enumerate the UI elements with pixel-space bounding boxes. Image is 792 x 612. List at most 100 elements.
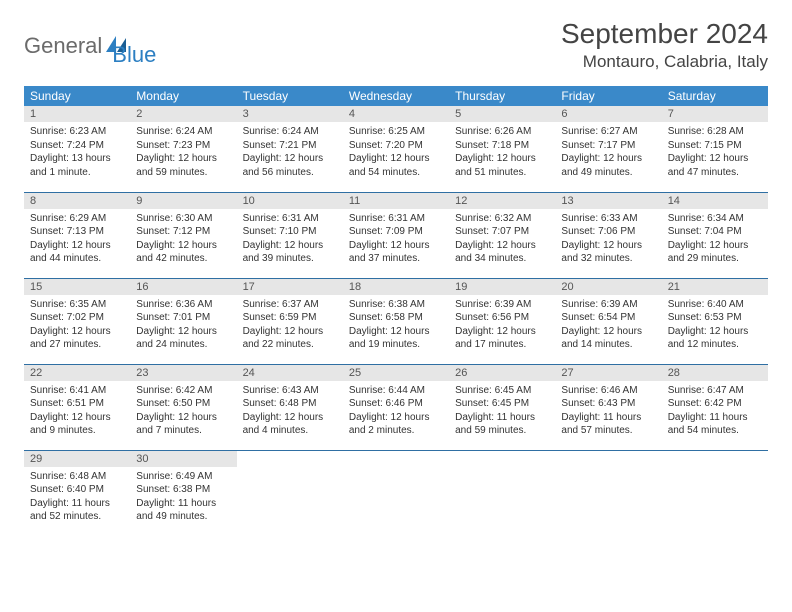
day-number: 1 <box>24 106 130 122</box>
day-cell: 8Sunrise: 6:29 AMSunset: 7:13 PMDaylight… <box>24 192 130 278</box>
day-number: 8 <box>24 193 130 209</box>
day-cell: 22Sunrise: 6:41 AMSunset: 6:51 PMDayligh… <box>24 364 130 450</box>
day-cell: 7Sunrise: 6:28 AMSunset: 7:15 PMDaylight… <box>662 106 768 192</box>
day-number: 6 <box>555 106 661 122</box>
calendar-row: 29Sunrise: 6:48 AMSunset: 6:40 PMDayligh… <box>24 450 768 536</box>
day-cell: 23Sunrise: 6:42 AMSunset: 6:50 PMDayligh… <box>130 364 236 450</box>
day-number: 18 <box>343 279 449 295</box>
day-cell: 13Sunrise: 6:33 AMSunset: 7:06 PMDayligh… <box>555 192 661 278</box>
day-data: Sunrise: 6:40 AMSunset: 6:53 PMDaylight:… <box>662 295 768 356</box>
day-data: Sunrise: 6:37 AMSunset: 6:59 PMDaylight:… <box>237 295 343 356</box>
day-data: Sunrise: 6:45 AMSunset: 6:45 PMDaylight:… <box>449 381 555 442</box>
day-data: Sunrise: 6:38 AMSunset: 6:58 PMDaylight:… <box>343 295 449 356</box>
day-number: 3 <box>237 106 343 122</box>
calendar-row: 1Sunrise: 6:23 AMSunset: 7:24 PMDaylight… <box>24 106 768 192</box>
day-number: 25 <box>343 365 449 381</box>
day-cell: 4Sunrise: 6:25 AMSunset: 7:20 PMDaylight… <box>343 106 449 192</box>
day-cell: 2Sunrise: 6:24 AMSunset: 7:23 PMDaylight… <box>130 106 236 192</box>
day-cell: 25Sunrise: 6:44 AMSunset: 6:46 PMDayligh… <box>343 364 449 450</box>
day-data: Sunrise: 6:29 AMSunset: 7:13 PMDaylight:… <box>24 209 130 270</box>
day-data: Sunrise: 6:33 AMSunset: 7:06 PMDaylight:… <box>555 209 661 270</box>
day-data: Sunrise: 6:36 AMSunset: 7:01 PMDaylight:… <box>130 295 236 356</box>
day-cell: 24Sunrise: 6:43 AMSunset: 6:48 PMDayligh… <box>237 364 343 450</box>
day-cell: 28Sunrise: 6:47 AMSunset: 6:42 PMDayligh… <box>662 364 768 450</box>
day-data: Sunrise: 6:30 AMSunset: 7:12 PMDaylight:… <box>130 209 236 270</box>
day-data: Sunrise: 6:43 AMSunset: 6:48 PMDaylight:… <box>237 381 343 442</box>
day-data: Sunrise: 6:34 AMSunset: 7:04 PMDaylight:… <box>662 209 768 270</box>
location: Montauro, Calabria, Italy <box>561 52 768 72</box>
day-number: 12 <box>449 193 555 209</box>
day-data: Sunrise: 6:41 AMSunset: 6:51 PMDaylight:… <box>24 381 130 442</box>
day-cell: 14Sunrise: 6:34 AMSunset: 7:04 PMDayligh… <box>662 192 768 278</box>
empty-cell <box>555 450 661 536</box>
day-data: Sunrise: 6:35 AMSunset: 7:02 PMDaylight:… <box>24 295 130 356</box>
day-data: Sunrise: 6:39 AMSunset: 6:56 PMDaylight:… <box>449 295 555 356</box>
title-block: September 2024 Montauro, Calabria, Italy <box>561 18 768 72</box>
day-number: 14 <box>662 193 768 209</box>
weekday-header-row: Sunday Monday Tuesday Wednesday Thursday… <box>24 86 768 106</box>
day-cell: 21Sunrise: 6:40 AMSunset: 6:53 PMDayligh… <box>662 278 768 364</box>
day-cell: 16Sunrise: 6:36 AMSunset: 7:01 PMDayligh… <box>130 278 236 364</box>
day-cell: 18Sunrise: 6:38 AMSunset: 6:58 PMDayligh… <box>343 278 449 364</box>
day-cell: 26Sunrise: 6:45 AMSunset: 6:45 PMDayligh… <box>449 364 555 450</box>
day-number: 28 <box>662 365 768 381</box>
day-number: 22 <box>24 365 130 381</box>
day-cell: 15Sunrise: 6:35 AMSunset: 7:02 PMDayligh… <box>24 278 130 364</box>
day-number: 27 <box>555 365 661 381</box>
day-number: 19 <box>449 279 555 295</box>
logo-text-blue: Blue <box>112 42 156 68</box>
day-data: Sunrise: 6:25 AMSunset: 7:20 PMDaylight:… <box>343 122 449 183</box>
day-number: 16 <box>130 279 236 295</box>
day-data: Sunrise: 6:46 AMSunset: 6:43 PMDaylight:… <box>555 381 661 442</box>
day-number: 20 <box>555 279 661 295</box>
day-data: Sunrise: 6:32 AMSunset: 7:07 PMDaylight:… <box>449 209 555 270</box>
day-cell: 5Sunrise: 6:26 AMSunset: 7:18 PMDaylight… <box>449 106 555 192</box>
day-cell: 6Sunrise: 6:27 AMSunset: 7:17 PMDaylight… <box>555 106 661 192</box>
day-data: Sunrise: 6:28 AMSunset: 7:15 PMDaylight:… <box>662 122 768 183</box>
empty-cell <box>662 450 768 536</box>
day-data: Sunrise: 6:48 AMSunset: 6:40 PMDaylight:… <box>24 467 130 528</box>
day-data: Sunrise: 6:42 AMSunset: 6:50 PMDaylight:… <box>130 381 236 442</box>
day-number: 9 <box>130 193 236 209</box>
day-cell: 17Sunrise: 6:37 AMSunset: 6:59 PMDayligh… <box>237 278 343 364</box>
day-cell: 3Sunrise: 6:24 AMSunset: 7:21 PMDaylight… <box>237 106 343 192</box>
calendar-table: Sunday Monday Tuesday Wednesday Thursday… <box>24 86 768 536</box>
day-data: Sunrise: 6:31 AMSunset: 7:10 PMDaylight:… <box>237 209 343 270</box>
logo: General Blue <box>24 18 156 68</box>
day-data: Sunrise: 6:49 AMSunset: 6:38 PMDaylight:… <box>130 467 236 528</box>
weekday-header: Saturday <box>662 86 768 106</box>
weekday-header: Friday <box>555 86 661 106</box>
day-cell: 11Sunrise: 6:31 AMSunset: 7:09 PMDayligh… <box>343 192 449 278</box>
day-cell: 27Sunrise: 6:46 AMSunset: 6:43 PMDayligh… <box>555 364 661 450</box>
day-number: 13 <box>555 193 661 209</box>
header: General Blue September 2024 Montauro, Ca… <box>24 18 768 72</box>
day-number: 21 <box>662 279 768 295</box>
day-number: 10 <box>237 193 343 209</box>
day-data: Sunrise: 6:23 AMSunset: 7:24 PMDaylight:… <box>24 122 130 183</box>
day-number: 5 <box>449 106 555 122</box>
day-data: Sunrise: 6:24 AMSunset: 7:23 PMDaylight:… <box>130 122 236 183</box>
day-data: Sunrise: 6:47 AMSunset: 6:42 PMDaylight:… <box>662 381 768 442</box>
day-cell: 29Sunrise: 6:48 AMSunset: 6:40 PMDayligh… <box>24 450 130 536</box>
day-number: 29 <box>24 451 130 467</box>
weekday-header: Thursday <box>449 86 555 106</box>
month-title: September 2024 <box>561 18 768 50</box>
calendar-row: 8Sunrise: 6:29 AMSunset: 7:13 PMDaylight… <box>24 192 768 278</box>
day-cell: 30Sunrise: 6:49 AMSunset: 6:38 PMDayligh… <box>130 450 236 536</box>
day-number: 4 <box>343 106 449 122</box>
day-number: 2 <box>130 106 236 122</box>
calendar-row: 22Sunrise: 6:41 AMSunset: 6:51 PMDayligh… <box>24 364 768 450</box>
day-number: 23 <box>130 365 236 381</box>
day-data: Sunrise: 6:27 AMSunset: 7:17 PMDaylight:… <box>555 122 661 183</box>
day-cell: 9Sunrise: 6:30 AMSunset: 7:12 PMDaylight… <box>130 192 236 278</box>
day-cell: 1Sunrise: 6:23 AMSunset: 7:24 PMDaylight… <box>24 106 130 192</box>
day-cell: 20Sunrise: 6:39 AMSunset: 6:54 PMDayligh… <box>555 278 661 364</box>
weekday-header: Sunday <box>24 86 130 106</box>
day-cell: 19Sunrise: 6:39 AMSunset: 6:56 PMDayligh… <box>449 278 555 364</box>
weekday-header: Tuesday <box>237 86 343 106</box>
day-number: 17 <box>237 279 343 295</box>
calendar-row: 15Sunrise: 6:35 AMSunset: 7:02 PMDayligh… <box>24 278 768 364</box>
day-number: 30 <box>130 451 236 467</box>
day-number: 24 <box>237 365 343 381</box>
day-data: Sunrise: 6:24 AMSunset: 7:21 PMDaylight:… <box>237 122 343 183</box>
